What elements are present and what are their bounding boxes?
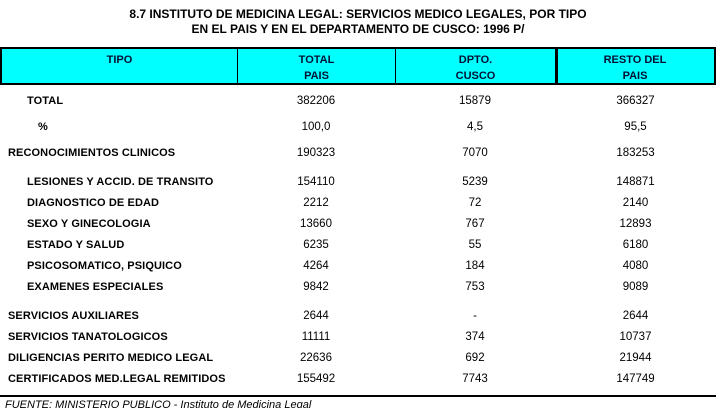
table-row-psicosomatico-psiquico: PSICOSOMATICO, PSIQUICO 4264 184 4080 bbox=[27, 260, 649, 272]
column-header-dpto-cusco: DPTO. CUSCO bbox=[395, 49, 555, 84]
table-row-examenes-especiales: EXAMENES ESPECIALES 9842 753 9089 bbox=[27, 281, 649, 293]
title-line2: EN EL PAIS Y EN EL DEPARTAMENTO DE CUSCO… bbox=[191, 22, 525, 36]
table-row-sexo-y-ginecologia: SEXO Y GINECOLOGIA 13660 767 12893 bbox=[27, 218, 652, 230]
table-row-diagnostico-de-edad: DIAGNOSTICO DE EDAD 2212 72 2140 bbox=[27, 197, 649, 209]
title-line1: 8.7 INSTITUTO DE MEDICINA LEGAL: SERVICI… bbox=[129, 7, 587, 21]
table-header: TIPO TOTAL PAIS DPTO. CUSCO RESTO DEL PA… bbox=[0, 47, 716, 85]
table-row-total: TOTAL 382206 15879 366327 bbox=[27, 95, 655, 107]
table-row-percent: % 100,0 4,5 95,5 bbox=[38, 121, 647, 133]
table-row-estado-y-salud: ESTADO Y SALUD 6235 55 6180 bbox=[27, 239, 649, 251]
table-row-reconocimientos-clinicos: RECONOCIMIENTOS CLINICOS 190323 7070 183… bbox=[8, 147, 655, 159]
table-row-diligencias-perito-medico-legal: DILIGENCIAS PERITO MEDICO LEGAL 22636 69… bbox=[8, 352, 652, 364]
column-header-tipo: TIPO bbox=[106, 54, 133, 66]
source-note: FUENTE: MINISTERIO PUBLICO - Instituto d… bbox=[5, 399, 312, 408]
column-header-resto-del-pais: RESTO DEL PAIS bbox=[555, 49, 712, 84]
column-header-total-pais: TOTAL PAIS bbox=[237, 49, 395, 84]
table-body: TOTAL 382206 15879 366327 % 100,0 4,5 95… bbox=[0, 91, 716, 390]
table-bottom-rule bbox=[0, 395, 716, 397]
table-row-servicios-auxiliares: SERVICIOS AUXILIARES 2644 - 2644 bbox=[8, 310, 649, 322]
page-title: 8.7 INSTITUTO DE MEDICINA LEGAL: SERVICI… bbox=[0, 7, 716, 37]
table-row-lesiones-accid-transito: LESIONES Y ACCID. DE TRANSITO 154110 523… bbox=[27, 176, 655, 188]
table-row-certificados-med-legal-remitidos: CERTIFICADOS MED.LEGAL REMITIDOS 155492 … bbox=[8, 373, 655, 385]
table-row-servicios-tanatologicos: SERVICIOS TANATOLOGICOS 11111 374 10737 bbox=[8, 331, 652, 343]
